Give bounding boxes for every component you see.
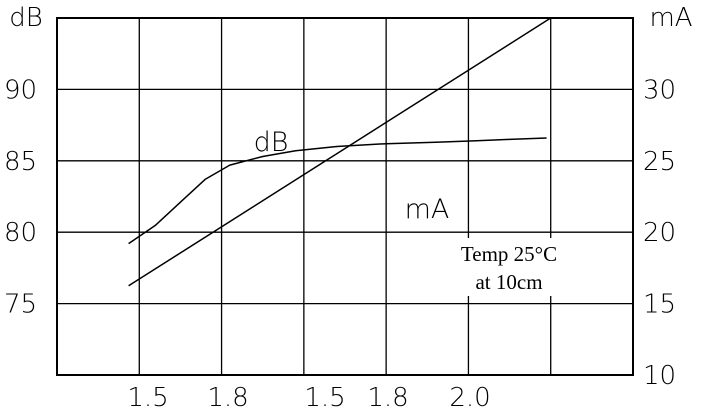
grid	[56, 17, 634, 376]
annotation-line-1: Temp 25°C	[461, 242, 557, 266]
x-tick-label: 1.5	[127, 383, 168, 413]
tick-labels: 90 85 80 75 30 25 20 15 10 1.5 1.8 1.5 1.8 2.0	[4, 75, 676, 413]
x-tick-label: 1.8	[367, 383, 408, 413]
series-label-db: dB	[254, 127, 289, 158]
right-tick-label: 15	[643, 290, 676, 320]
left-tick-label: 90	[4, 75, 37, 105]
left-tick-label: 85	[4, 147, 37, 177]
series-line-db	[128, 137, 547, 245]
left-tick-label: 80	[4, 218, 37, 248]
right-tick-label: 30	[643, 75, 676, 105]
x-tick-label: 2.0	[449, 383, 490, 413]
left-tick-label: 75	[4, 290, 37, 320]
left-axis-unit: dB	[9, 3, 43, 33]
series-line-ma	[128, 17, 552, 287]
series-label-ma: mA	[405, 194, 450, 225]
annotation-background	[428, 238, 588, 296]
plot-frame	[56, 17, 634, 376]
right-tick-label: 10	[643, 361, 676, 391]
right-tick-label: 20	[643, 218, 676, 248]
annotation-line-2: at 10cm	[475, 270, 542, 294]
right-axis-unit: mA	[649, 3, 692, 33]
series-lines	[128, 17, 552, 287]
x-tick-label: 1.8	[207, 383, 248, 413]
x-tick-label: 1.5	[304, 383, 345, 413]
right-tick-label: 25	[643, 147, 676, 177]
